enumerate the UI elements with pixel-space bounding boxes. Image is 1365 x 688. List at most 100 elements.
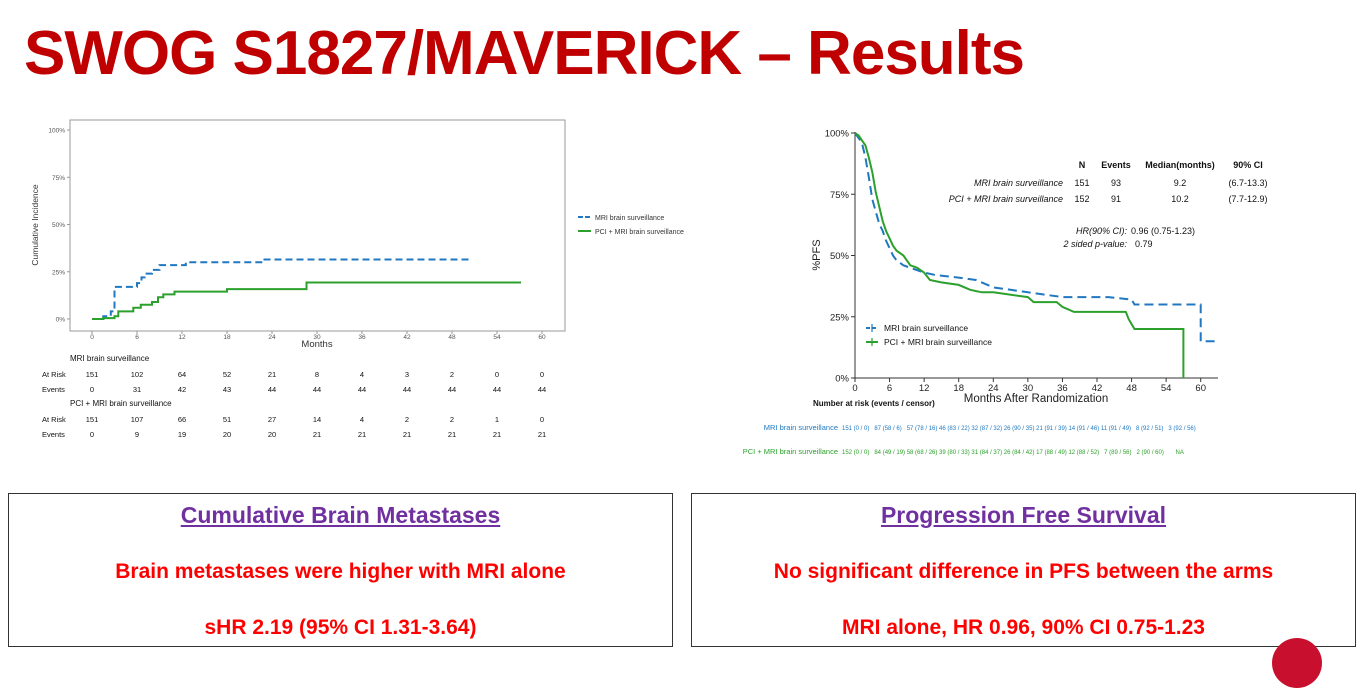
risk-table: MRI brain surveillance At Risk Events PC… bbox=[42, 354, 546, 439]
legend-pci-label: PCI + MRI brain surveillance bbox=[595, 229, 684, 236]
risk-value: 151 bbox=[86, 415, 99, 424]
risk-value: 4 bbox=[360, 370, 364, 379]
x-tick-label: 0 bbox=[90, 334, 94, 341]
stats-header-events: Events bbox=[1101, 160, 1131, 170]
chart-right-y-axis: 0% 25% 50% 75% 100% bbox=[825, 129, 855, 385]
x-tick-label: 24 bbox=[268, 334, 276, 341]
x-tick-label: 24 bbox=[988, 383, 999, 394]
legend-mri-label: MRI brain surveillance bbox=[884, 323, 968, 333]
y-tick-label: 50% bbox=[830, 251, 850, 262]
hr-value: 0.96 (0.75-1.23) bbox=[1131, 226, 1195, 236]
x-tick-label: 60 bbox=[1195, 383, 1206, 394]
hr-label: HR(90% CI): bbox=[1076, 226, 1128, 236]
y-tick-label: 75% bbox=[830, 190, 850, 201]
risk-value: 27 bbox=[268, 415, 276, 424]
right-summary-box: Progression Free Survival No significant… bbox=[691, 493, 1356, 647]
y-tick-label: 25% bbox=[52, 269, 65, 276]
x-tick-label: 0 bbox=[852, 383, 857, 394]
risk-value: 44 bbox=[493, 385, 501, 394]
risk-value: 52 bbox=[223, 370, 231, 379]
chart-left-ylabel: Cumulative Incidence bbox=[30, 184, 40, 266]
series-pci-line bbox=[92, 281, 521, 320]
risk-value: 151 bbox=[86, 370, 99, 379]
series-pci-line bbox=[854, 132, 1185, 378]
risk-label: At Risk bbox=[42, 370, 66, 379]
left-summary-heading: Cumulative Brain Metastases bbox=[180, 502, 501, 528]
x-tick-label: 48 bbox=[448, 334, 456, 341]
stats-row-label: MRI brain surveillance bbox=[974, 178, 1063, 188]
right-summary-line1: No significant difference in PFS between… bbox=[773, 560, 1274, 583]
number-at-risk-title: Number at risk (events / censor) bbox=[813, 399, 935, 408]
risk-value: 107 bbox=[131, 415, 144, 424]
stats-n: 152 bbox=[1074, 194, 1089, 204]
risk-value: 44 bbox=[313, 385, 321, 394]
risk-value: 21 bbox=[313, 430, 321, 439]
y-tick-label: 100% bbox=[825, 129, 850, 140]
pfs-chart: 0% 25% 50% 75% 100% 0 6 12 18 24 30 36 42 48 54 60 %PF… bbox=[743, 129, 1268, 457]
stats-median: 9.2 bbox=[1174, 178, 1187, 188]
stats-row-label: PCI + MRI brain surveillance bbox=[949, 194, 1063, 204]
nar-pci-name: PCI + MRI brain surveillance bbox=[743, 447, 838, 456]
p-label: 2 sided p-value: bbox=[1062, 239, 1127, 249]
x-tick-label: 30 bbox=[1023, 383, 1034, 394]
y-tick-label: 75% bbox=[52, 175, 65, 182]
x-tick-label: 54 bbox=[493, 334, 501, 341]
risk-value: 44 bbox=[403, 385, 411, 394]
risk-value: 44 bbox=[448, 385, 456, 394]
x-tick-label: 48 bbox=[1126, 383, 1137, 394]
nar-mri-name: MRI brain surveillance bbox=[764, 423, 838, 432]
right-summary-line2: MRI alone, HR 0.96, 90% CI 0.75-1.23 bbox=[842, 616, 1205, 639]
risk-value: 19 bbox=[178, 430, 186, 439]
left-summary-line1: Brain metastases were higher with MRI al… bbox=[115, 560, 566, 583]
legend-mri-label: MRI brain surveillance bbox=[595, 215, 664, 222]
chart-left-legend: MRI brain surveillance PCI + MRI brain s… bbox=[578, 215, 684, 236]
risk-value: 0 bbox=[90, 385, 94, 394]
x-tick-label: 18 bbox=[223, 334, 231, 341]
risk-label: Events bbox=[42, 385, 65, 394]
x-tick-label: 6 bbox=[135, 334, 139, 341]
risk-value: 0 bbox=[540, 370, 544, 379]
stats-n: 151 bbox=[1074, 178, 1089, 188]
risk-value: 8 bbox=[315, 370, 319, 379]
stats-table: N Events Median(months) 90% CI MRI brain… bbox=[949, 160, 1268, 249]
chart-right-x-axis: 0 6 12 18 24 30 36 42 48 54 60 bbox=[852, 378, 1206, 394]
series-mri-line bbox=[92, 258, 471, 320]
y-tick-label: 0% bbox=[835, 374, 849, 385]
x-tick-label: 18 bbox=[953, 383, 964, 394]
y-tick-label: 25% bbox=[830, 312, 850, 323]
stats-header-median: Median(months) bbox=[1145, 160, 1215, 170]
risk-value: 21 bbox=[268, 370, 276, 379]
nar-mri-values: 151 (0 / 0) 87 (58 / 6) 57 (78 / 16) 46 … bbox=[842, 426, 1196, 432]
x-tick-label: 12 bbox=[178, 334, 186, 341]
number-at-risk: Number at risk (events / censor) MRI bra… bbox=[743, 399, 1196, 456]
risk-value: 44 bbox=[268, 385, 276, 394]
risk-value: 20 bbox=[268, 430, 276, 439]
risk-value: 2 bbox=[450, 370, 454, 379]
risk-value: 4 bbox=[360, 415, 364, 424]
risk-value: 0 bbox=[495, 370, 499, 379]
risk-value: 44 bbox=[538, 385, 546, 394]
chart-right-legend: MRI brain surveillance PCI + MRI brain s… bbox=[866, 323, 992, 347]
risk-value: 20 bbox=[223, 430, 231, 439]
chart-left-frame bbox=[69, 119, 566, 332]
left-summary-line2: sHR 2.19 (95% CI 1.31-3.64) bbox=[204, 616, 477, 639]
stats-header-n: N bbox=[1079, 160, 1086, 170]
risk-value: 3 bbox=[405, 370, 409, 379]
chart-left-x-axis: 0 6 12 18 24 30 36 42 48 54 60 bbox=[90, 331, 546, 341]
risk-value: 0 bbox=[540, 415, 544, 424]
x-tick-label: 42 bbox=[403, 334, 411, 341]
chart-right-xlabel: Months After Randomization bbox=[964, 393, 1108, 405]
legend-pci-label: PCI + MRI brain surveillance bbox=[884, 337, 992, 347]
risk-value: 51 bbox=[223, 415, 231, 424]
risk-value: 44 bbox=[358, 385, 366, 394]
stats-header-ci: 90% CI bbox=[1233, 160, 1263, 170]
x-tick-label: 12 bbox=[919, 383, 930, 394]
cumulative-incidence-chart: 0%25%50%75%100% 0 6 12 18 24 30 36 42 48 54 60 Cum… bbox=[30, 119, 684, 439]
x-tick-label: 36 bbox=[1057, 383, 1068, 394]
stats-median: 10.2 bbox=[1171, 194, 1189, 204]
risk-value: 21 bbox=[358, 430, 366, 439]
p-value: 0.79 bbox=[1135, 239, 1153, 249]
left-summary-box: Cumulative Brain Metastases Brain metast… bbox=[8, 493, 673, 647]
risk-value: 21 bbox=[493, 430, 501, 439]
stats-events: 91 bbox=[1111, 194, 1121, 204]
